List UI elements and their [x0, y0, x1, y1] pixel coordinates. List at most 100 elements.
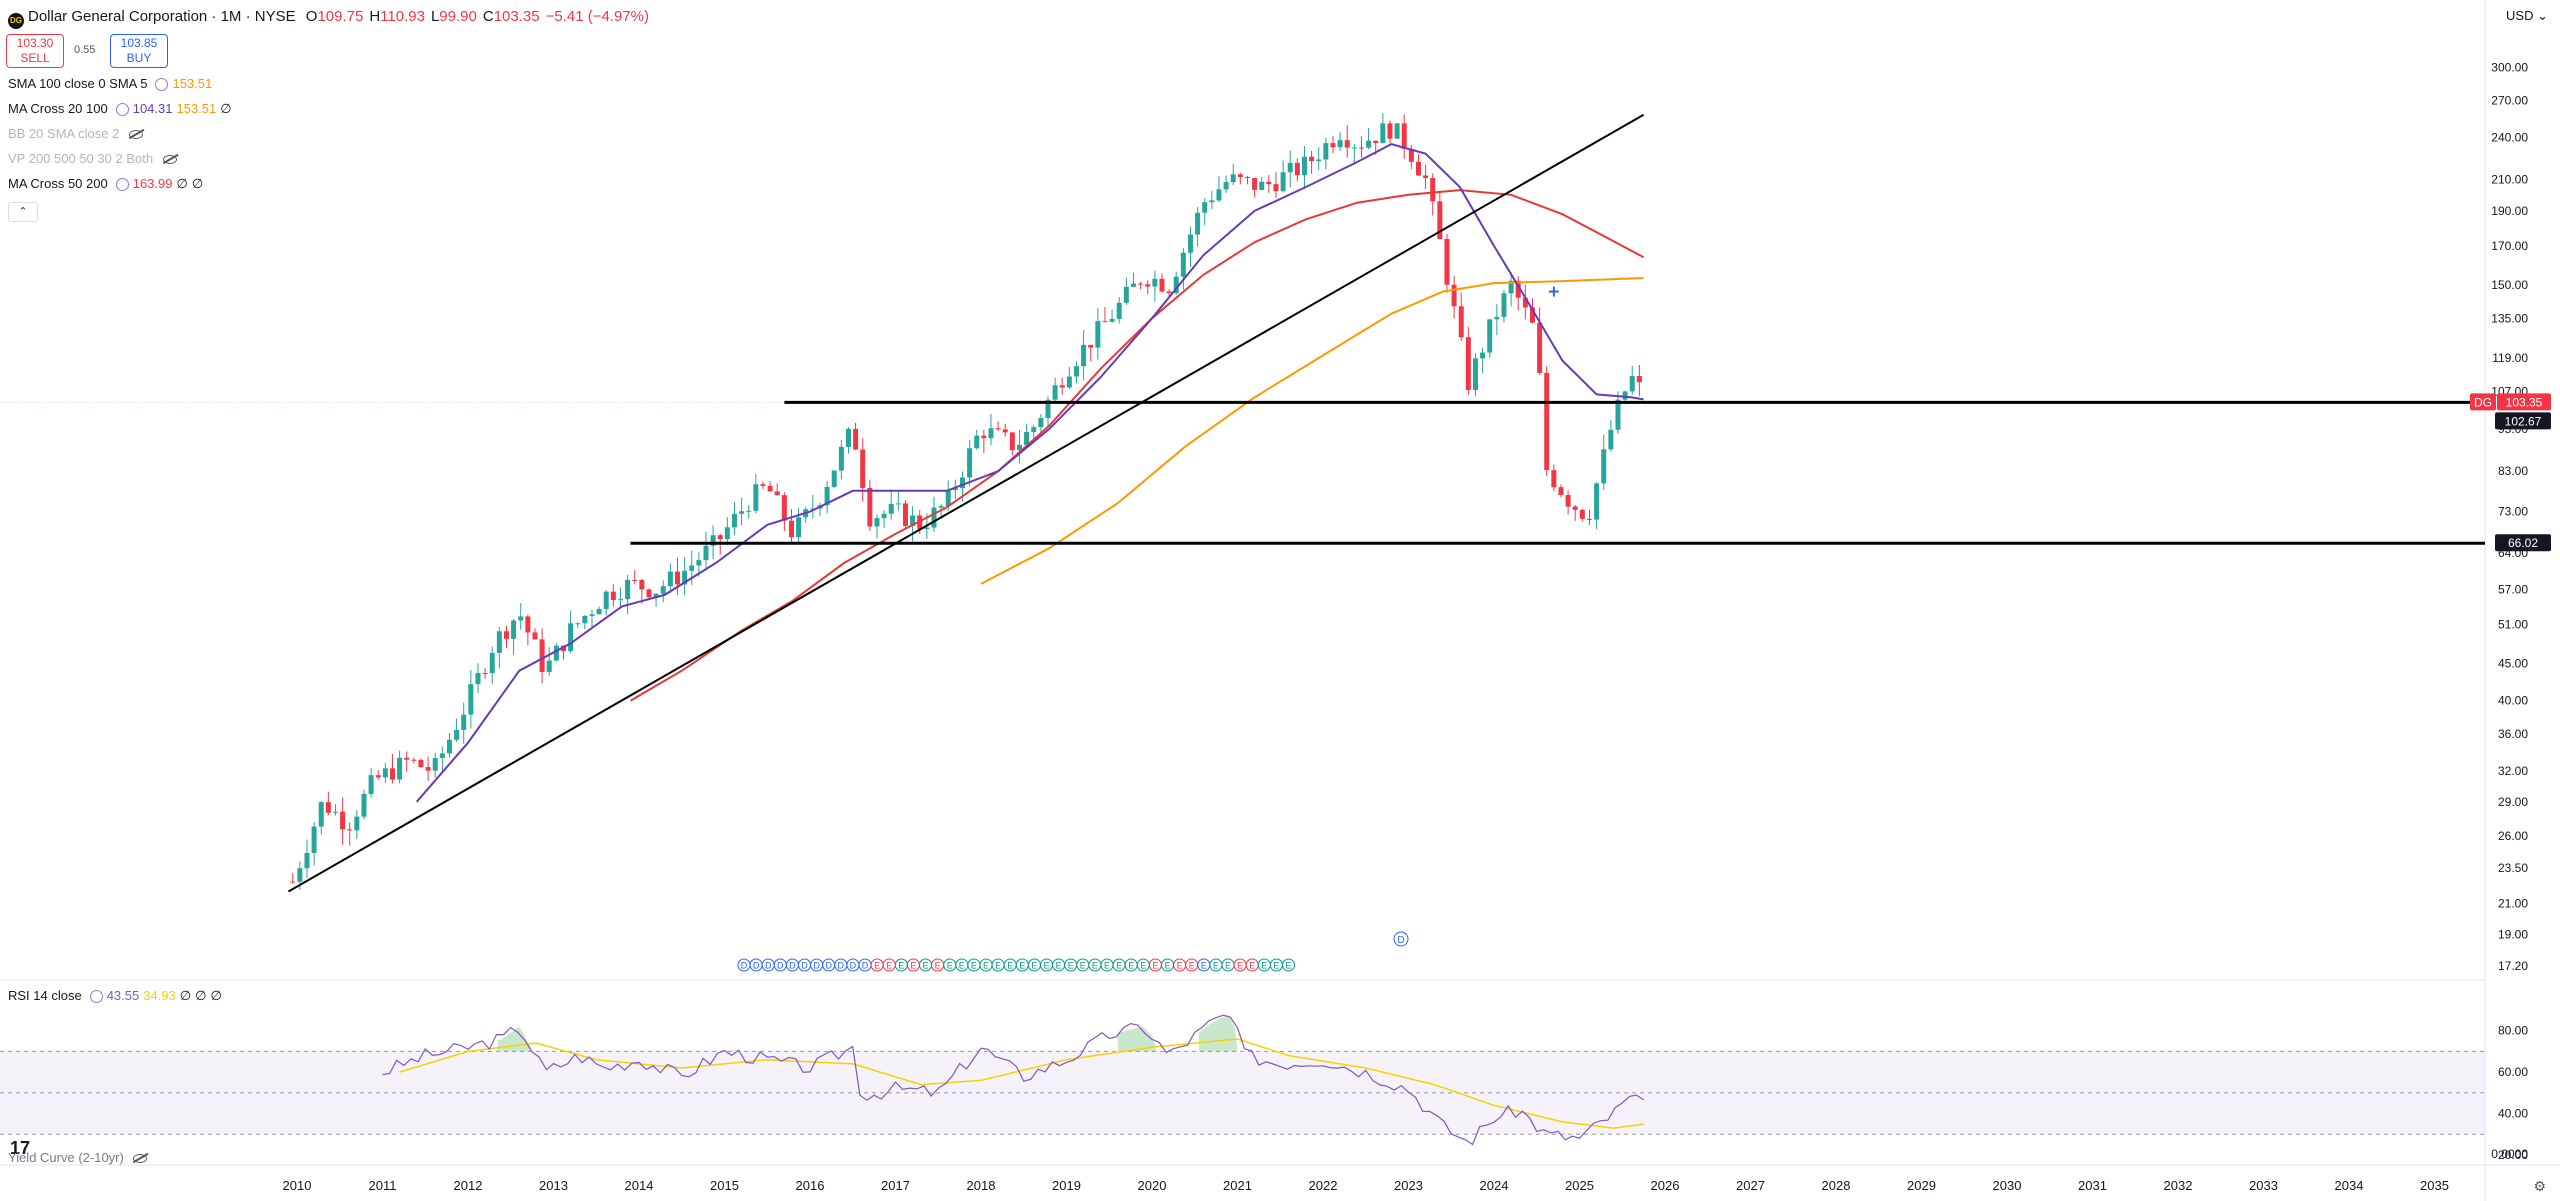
buy-button[interactable]: 103.85 BUY	[110, 34, 168, 68]
event-marker-label: E	[1128, 961, 1134, 971]
candle-body	[1109, 318, 1115, 322]
indicator-legend[interactable]: MA Cross 20 100 104.31 153.51 ∅	[8, 101, 236, 117]
eye-hidden-icon[interactable]	[133, 1154, 148, 1163]
event-marker-label: D	[862, 961, 869, 971]
candle-body	[931, 507, 937, 528]
candle-body	[425, 767, 431, 771]
settings-circle-icon[interactable]	[115, 178, 129, 191]
candle-body	[674, 571, 680, 585]
candle-body	[981, 435, 987, 439]
candle-body	[1202, 202, 1208, 213]
candle-body	[1095, 321, 1101, 348]
candle-body	[1622, 391, 1628, 400]
y-tick-label: 51.00	[2498, 617, 2528, 631]
currency-selector[interactable]: USD ⌄	[2506, 8, 2548, 23]
candle-body	[1423, 175, 1429, 179]
settings-circle-icon[interactable]	[89, 990, 103, 1003]
event-marker-label: E	[1152, 961, 1158, 971]
eye-hidden-icon[interactable]	[129, 130, 144, 139]
candle-body	[489, 652, 495, 674]
indicator-legend[interactable]: BB 20 SMA close 2	[8, 126, 147, 141]
event-marker-label: E	[874, 961, 880, 971]
candle-body	[788, 520, 794, 538]
price-label: 103.35	[2506, 395, 2543, 409]
sma200-line	[629, 189, 1645, 702]
yield-curve-legend[interactable]: Yield Curve (2-10yr)	[8, 1150, 148, 1165]
candle-body	[824, 486, 830, 506]
candle-body	[1579, 509, 1585, 519]
candle-body	[1529, 307, 1535, 323]
event-marker-label: E	[1007, 961, 1013, 971]
candles	[290, 113, 1642, 890]
candle-body	[454, 729, 460, 740]
event-marker-label: D	[813, 961, 820, 971]
x-tick-label: 2035	[2420, 1178, 2449, 1193]
x-tick-label: 2020	[1138, 1178, 1167, 1193]
event-marker-label: E	[1273, 961, 1279, 971]
chart-settings-icon[interactable]: ⚙	[2533, 1178, 2546, 1194]
candle-body	[632, 579, 638, 581]
candle-body	[1180, 252, 1186, 277]
settings-circle-icon[interactable]	[155, 78, 169, 91]
event-marker-label: D	[789, 961, 796, 971]
indicator-value: 104.31	[132, 101, 173, 116]
event-marker-label: E	[1225, 961, 1231, 971]
ohlc-value: −5.41 (−4.97%)	[545, 8, 649, 25]
trend-line	[287, 113, 1645, 893]
candle-body	[796, 517, 802, 538]
candle-body	[653, 593, 659, 598]
event-marker-label: E	[995, 961, 1001, 971]
event-marker	[1282, 958, 1295, 972]
event-marker-label: E	[947, 961, 953, 971]
event-marker-label: E	[1285, 961, 1291, 971]
rsi-zero-label: 0.0000	[2491, 1147, 2528, 1161]
candle-body	[1558, 487, 1564, 495]
candle-body	[1266, 181, 1272, 185]
candle-body	[610, 591, 616, 600]
candle-body	[1487, 319, 1493, 353]
candle-body	[1586, 518, 1592, 520]
candle-body	[1009, 432, 1015, 451]
indicator-value: 153.51	[172, 76, 213, 91]
candle-body	[518, 616, 524, 621]
event-marker-label: E	[1140, 961, 1146, 971]
indicator-label: VP 200 500 50 30 2 Both	[8, 151, 154, 166]
y-tick-label: 32.00	[2498, 764, 2528, 778]
candle-body	[1152, 278, 1158, 287]
settings-circle-icon[interactable]	[115, 103, 129, 116]
event-marker-label: E	[1177, 961, 1183, 971]
rsi-legend[interactable]: RSI 14 close 43.55 34.93 ∅ ∅ ∅	[8, 988, 226, 1004]
event-marker	[1393, 931, 1409, 947]
candle-body	[1073, 366, 1079, 377]
indicator-legend[interactable]: SMA 100 close 0 SMA 5 153.51	[8, 76, 216, 91]
y-tick-label: 83.00	[2498, 464, 2528, 478]
candle-body	[382, 768, 388, 778]
indicator-legend[interactable]: VP 200 500 50 30 2 Both	[8, 151, 181, 166]
candle-body	[1444, 239, 1450, 285]
candle-body	[1002, 429, 1008, 433]
symbol-header: DG Dollar General Corporation · 1M · NYSE…	[8, 8, 649, 29]
event-marker-label: E	[898, 961, 904, 971]
candle-body	[682, 570, 688, 585]
indicator-legend[interactable]: MA Cross 50 200 163.99 ∅ ∅	[8, 176, 207, 192]
event-marker-label: E	[1249, 961, 1255, 971]
eye-hidden-icon[interactable]	[163, 155, 178, 164]
y-tick-label: 170.00	[2491, 239, 2528, 253]
collapse-legend-button[interactable]: ⌃	[8, 202, 38, 222]
candle-body	[439, 753, 445, 759]
sell-label: SELL	[20, 51, 50, 65]
candle-body	[767, 485, 773, 492]
sma100-line	[980, 277, 1644, 585]
rsi-value: ∅	[195, 988, 207, 1003]
sell-button[interactable]: 103.30 SELL	[6, 34, 64, 68]
candle-body	[1601, 449, 1607, 484]
candle-body	[717, 535, 723, 540]
y-tick-label: 45.00	[2498, 657, 2528, 671]
candle-body	[1537, 322, 1543, 373]
y-tick-label: 210.00	[2491, 172, 2528, 186]
candle-body	[746, 510, 752, 512]
candle-body	[1102, 321, 1108, 323]
candle-body	[596, 608, 602, 615]
candle-body	[525, 616, 531, 633]
